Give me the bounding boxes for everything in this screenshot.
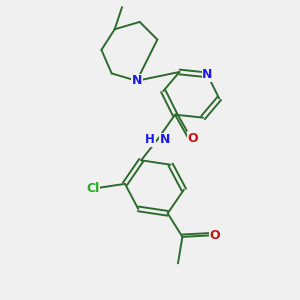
Text: Cl: Cl [86,182,99,195]
Text: O: O [209,229,220,242]
Text: H: H [145,133,155,146]
Text: N: N [160,133,170,146]
Text: N: N [132,74,142,87]
Text: N: N [202,68,213,81]
Text: O: O [188,132,198,145]
